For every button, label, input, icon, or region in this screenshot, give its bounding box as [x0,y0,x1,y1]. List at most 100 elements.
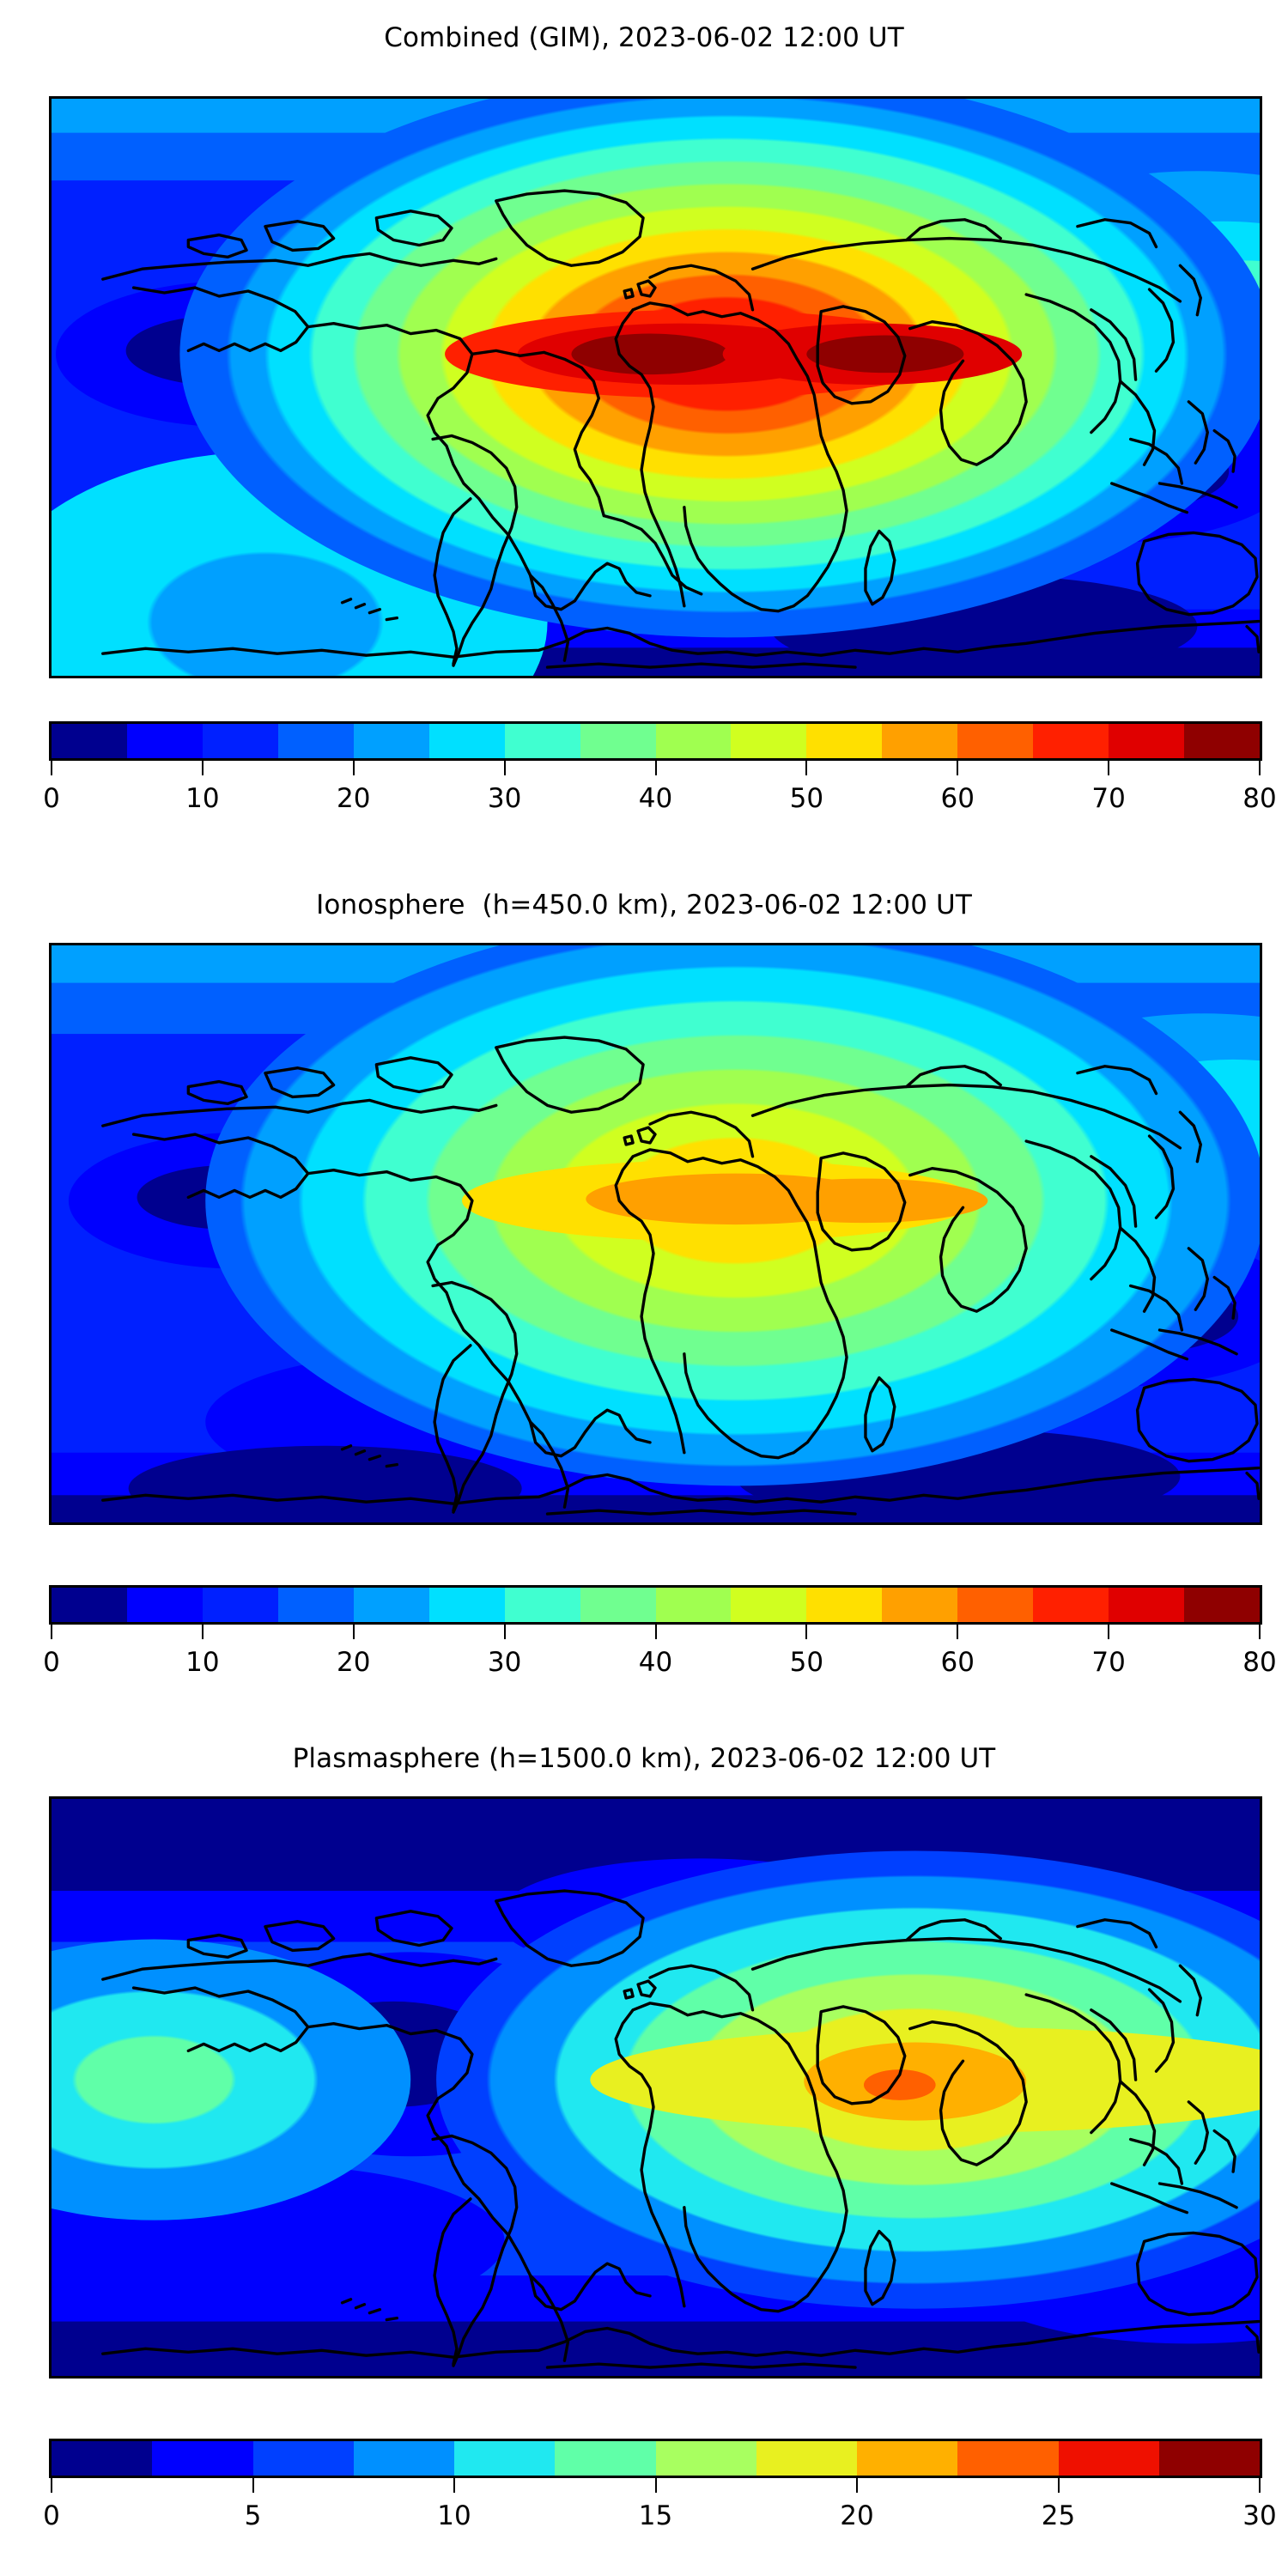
colorbar-tick [201,1625,204,1639]
colorbar-tick-label: 50 [789,783,824,814]
colorbar-band [252,2441,354,2476]
colorbar-labels-combined-gim: 0 10 20 30 40 50 60 70 80 [43,783,1277,823]
colorbar-gradient-combined-gim [49,721,1262,761]
colorbar-labels-ionosphere: 0 10 20 30 40 50 60 70 80 [43,1647,1277,1686]
colorbar-tick-label: 60 [940,1647,975,1678]
colorbar-tick [1108,1625,1110,1639]
map-axes-plasmasphere [49,1796,1262,2379]
coastlines-ionosphere [101,1036,1260,1516]
colorbar-band [806,1588,883,1622]
colorbar-tick-label: 0 [43,783,60,814]
colorbar-band [126,1588,203,1622]
colorbar-tick-label: 25 [1041,2500,1076,2531]
colorbar-tick [201,761,204,775]
colorbar-tick-label: 10 [437,2500,471,2531]
colorbar-tick-label: 10 [185,1647,220,1678]
colorbar-tick [805,761,808,775]
colorbar-tick-label: 30 [487,783,522,814]
colorbar-band [353,1588,429,1622]
colorbar-tick [51,2478,52,2493]
map-canvas-ionosphere [52,945,1260,1522]
colorbar-tick [1259,2478,1261,2493]
colorbar-band [277,724,354,758]
colorbar-tick-label: 20 [840,2500,874,2531]
colorbar-band [202,724,278,758]
colorbar-band [52,724,127,758]
colorbar-tick [654,2478,657,2493]
colorbar-band [731,1588,807,1622]
colorbar-band [882,724,958,758]
colorbar-ticks-ionosphere [49,1625,1262,1647]
colorbar-tick-label: 30 [487,1647,522,1678]
colorbar-band [957,1588,1034,1622]
colorbar-tick-label: 5 [244,2500,262,2531]
colorbar-plasmasphere: 0 5 10 15 20 25 30 [43,2439,1277,2540]
colorbar-band [580,1588,656,1622]
panel-title-ionosphere: Ionosphere (h=450.0 km), 2023-06-02 12:0… [316,890,972,920]
colorbar-band [756,2441,857,2476]
panel-plasmasphere: Plasmasphere (h=1500.0 km), 2023-06-02 1… [0,1735,1288,2576]
colorbar-band [52,1588,127,1622]
colorbar-tick [503,761,506,775]
colorbar-band [655,1588,732,1622]
colorbar-tick [1259,1625,1261,1639]
panel-title-plasmasphere: Plasmasphere (h=1500.0 km), 2023-06-02 1… [292,1743,996,1774]
colorbar-tick-label: 15 [638,2500,673,2531]
colorbar-band [1184,1588,1260,1622]
colorbar-ticks-combined-gim [49,761,1262,783]
colorbar-tick [1108,761,1110,775]
colorbar-tick [957,761,959,775]
colorbar-band [1184,724,1260,758]
panel-title-combined-gim: Combined (GIM), 2023-06-02 12:00 UT [384,22,904,53]
colorbar-ticks-plasmasphere [49,2478,1262,2500]
colorbar-band [277,1588,354,1622]
colorbar-tick [957,1625,959,1639]
colorbar-tick-label: 40 [638,1647,673,1678]
colorbar-band [152,2441,253,2476]
colorbar-band [655,2441,756,2476]
panel-ionosphere: Ionosphere (h=450.0 km), 2023-06-02 12:0… [0,867,1288,1735]
colorbar-tick-label: 20 [337,783,371,814]
colorbar-band [806,724,883,758]
colorbar-tick [51,1625,52,1639]
colorbar-gradient-plasmasphere [49,2439,1262,2478]
colorbar-tick-label: 10 [185,783,220,814]
map-axes-combined-gim [49,96,1262,678]
map-canvas-plasmasphere [52,1799,1260,2376]
colorbar-tick-label: 40 [638,783,673,814]
colorbar-band [957,724,1034,758]
colorbar-tick [51,761,52,775]
colorbar-band [655,724,732,758]
colorbar-tick-label: 0 [43,2500,60,2531]
colorbar-band [731,724,807,758]
colorbar-band [857,2441,958,2476]
colorbar-band [580,724,656,758]
colorbar-tick [805,1625,808,1639]
colorbar-tick-label: 20 [337,1647,371,1678]
colorbar-band [555,2441,656,2476]
colorbar-tick-label: 80 [1242,1647,1277,1678]
colorbar-band [126,724,203,758]
colorbar-tick [856,2478,858,2493]
colorbar-band [504,724,580,758]
colorbar-band [504,1588,580,1622]
colorbar-tick [1057,2478,1060,2493]
colorbar-tick [503,1625,506,1639]
colorbar-tick [654,761,657,775]
panel-combined-gim: Combined (GIM), 2023-06-02 12:00 UT [0,0,1288,867]
colorbar-band [957,2441,1059,2476]
colorbar-band [52,2441,153,2476]
colorbar-ionosphere: 0 10 20 30 40 50 60 70 80 [43,1585,1277,1686]
colorbar-band [1058,2441,1159,2476]
colorbar-tick-label: 70 [1091,783,1126,814]
colorbar-tick [252,2478,254,2493]
colorbar-band [202,1588,278,1622]
colorbar-band [353,724,429,758]
colorbar-tick-label: 60 [940,783,975,814]
colorbar-tick [352,761,355,775]
colorbar-gradient-ionosphere [49,1585,1262,1625]
colorbar-band [353,2441,454,2476]
colorbar-tick-label: 70 [1091,1647,1126,1678]
coastlines-combined-gim [101,189,1260,669]
